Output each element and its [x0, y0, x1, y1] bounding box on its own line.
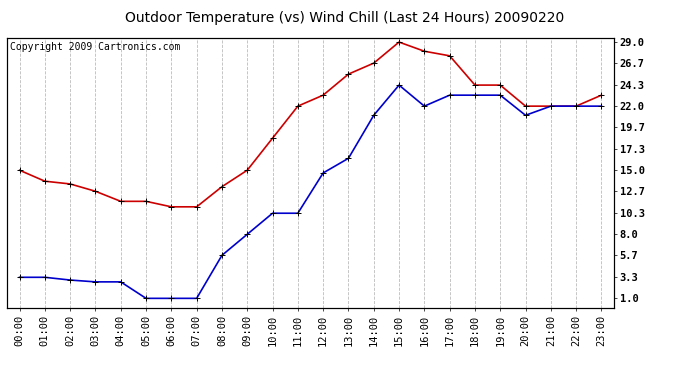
Text: Copyright 2009 Cartronics.com: Copyright 2009 Cartronics.com [10, 42, 180, 51]
Text: Outdoor Temperature (vs) Wind Chill (Last 24 Hours) 20090220: Outdoor Temperature (vs) Wind Chill (Las… [126, 11, 564, 25]
